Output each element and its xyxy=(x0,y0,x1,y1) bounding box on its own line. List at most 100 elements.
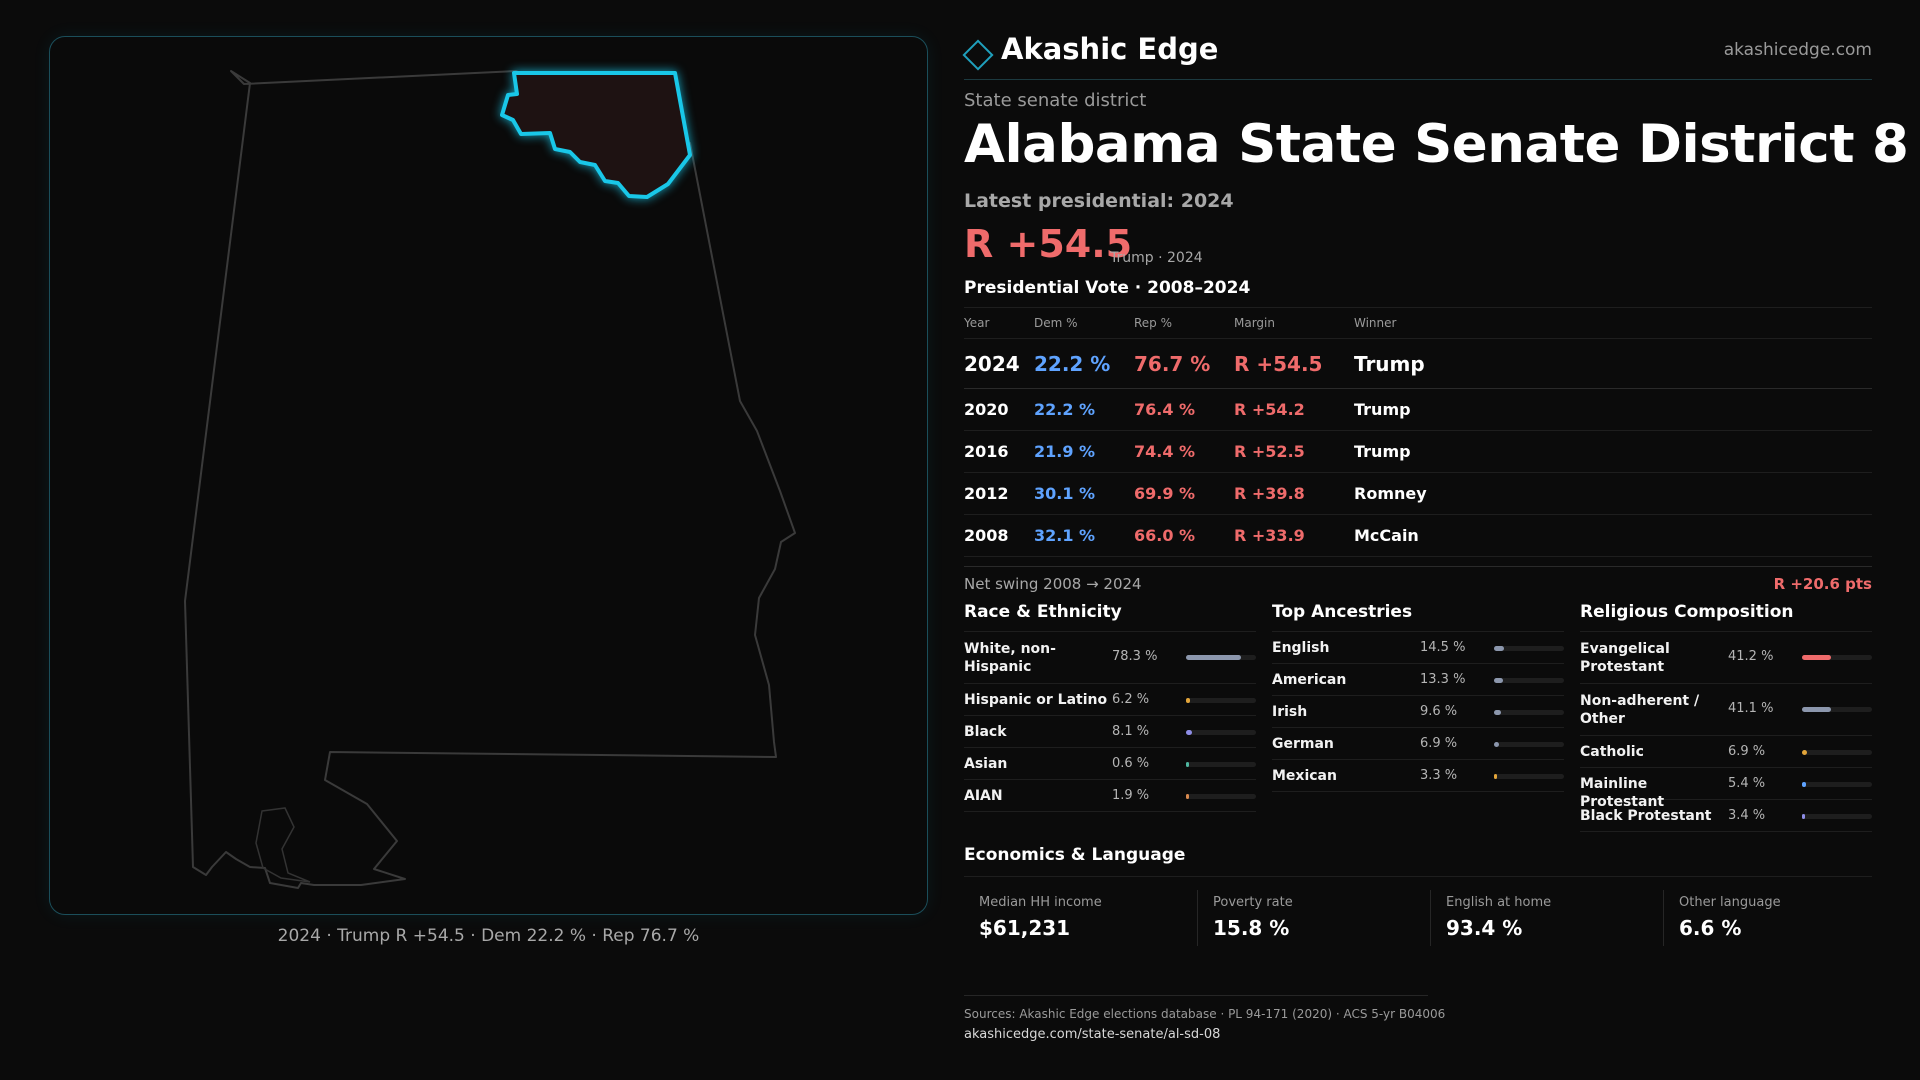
item-value: 8.1 % xyxy=(1112,724,1150,739)
race-ethnicity-title: Race & Ethnicity xyxy=(964,602,1256,632)
cell-rep: 69.9 % xyxy=(1134,484,1196,503)
stat-card-poverty: Poverty rate 15.8 % xyxy=(1197,890,1407,946)
source-url-link[interactable]: akashicedge.com/state-senate/al-sd-08 xyxy=(964,1027,1221,1042)
stat-label: Other language xyxy=(1679,895,1781,910)
stat-label: English at home xyxy=(1446,895,1552,910)
cell-margin: R +54.5 xyxy=(1234,352,1323,376)
district-highlight[interactable] xyxy=(500,71,692,199)
page-title: Alabama State Senate District 8 xyxy=(964,114,1909,175)
cell-year: 2020 xyxy=(964,400,1009,419)
cell-rep: 74.4 % xyxy=(1134,442,1196,461)
item-label: Catholic xyxy=(1580,744,1644,760)
share-bar xyxy=(1186,762,1256,767)
cell-rep: 66.0 % xyxy=(1134,526,1196,545)
list-item: American 13.3 % xyxy=(1272,664,1564,696)
state-outline xyxy=(184,70,796,889)
stat-label: Poverty rate xyxy=(1213,895,1293,910)
footer-divider xyxy=(964,995,1428,996)
share-bar xyxy=(1802,814,1872,819)
cell-margin: R +39.8 xyxy=(1234,484,1305,503)
item-label: Evangelical Protestant xyxy=(1580,641,1670,675)
item-value: 6.9 % xyxy=(1728,744,1766,759)
item-value: 9.6 % xyxy=(1420,704,1458,719)
item-value: 41.2 % xyxy=(1728,649,1774,664)
share-bar-fill xyxy=(1494,742,1499,747)
table-row: 2020 22.2 % 76.4 % R +54.2 Trump xyxy=(964,389,1872,431)
item-label: Non-adherent / Other xyxy=(1580,693,1700,727)
cell-margin: R +54.2 xyxy=(1234,400,1305,419)
race-ethnicity-section: Race & Ethnicity White, non-Hispanic 78.… xyxy=(964,602,1256,812)
net-swing-label: Net swing 2008 → 2024 xyxy=(964,575,1142,593)
share-bar xyxy=(1802,707,1872,712)
table-row: 2024 22.2 % 76.7 % R +54.5 Trump xyxy=(964,339,1872,389)
share-bar-fill xyxy=(1494,678,1503,683)
brand-name: Akashic Edge xyxy=(1001,32,1219,66)
diamond-icon xyxy=(962,39,994,71)
list-item: Mexican 3.3 % xyxy=(1272,760,1564,792)
item-value: 3.4 % xyxy=(1728,808,1766,823)
share-bar xyxy=(1186,730,1256,735)
share-bar xyxy=(1494,710,1564,715)
map-caption: 2024 · Trump R +54.5 · Dem 22.2 % · Rep … xyxy=(277,926,700,946)
share-bar-fill xyxy=(1802,707,1831,712)
table-row: 2008 32.1 % 66.0 % R +33.9 McCain xyxy=(964,515,1872,557)
state-map-svg xyxy=(184,70,796,889)
headline-margin-sub: Trump · 2024 xyxy=(1110,250,1203,266)
share-bar-fill xyxy=(1186,698,1190,703)
column-header-winner: Winner xyxy=(1354,316,1397,330)
stat-card-other-language: Other language 6.6 % xyxy=(1663,890,1873,946)
district-map[interactable] xyxy=(49,36,928,915)
cell-dem: 21.9 % xyxy=(1034,442,1096,461)
list-item: Asian 0.6 % xyxy=(964,748,1256,780)
list-item: German 6.9 % xyxy=(1272,728,1564,760)
share-bar-fill xyxy=(1494,710,1501,715)
list-item: Black 8.1 % xyxy=(964,716,1256,748)
item-value: 6.2 % xyxy=(1112,692,1150,707)
share-bar-fill xyxy=(1494,774,1497,779)
religion-section: Religious Composition Evangelical Protes… xyxy=(1580,602,1872,832)
net-swing-value: R +20.6 pts xyxy=(1773,575,1872,593)
share-bar xyxy=(1186,655,1256,660)
share-bar xyxy=(1802,655,1872,660)
share-bar xyxy=(1494,646,1564,651)
list-item: Mainline Protestant 5.4 % xyxy=(1580,768,1872,810)
headline-margin: R +54.5 xyxy=(964,222,1133,266)
latest-presidential-label: Latest presidential: 2024 xyxy=(964,190,1234,212)
item-value: 3.3 % xyxy=(1420,768,1458,783)
list-item: AIAN 1.9 % xyxy=(964,780,1256,812)
item-value: 5.4 % xyxy=(1728,776,1766,791)
cell-winner: Trump xyxy=(1354,400,1411,419)
cell-dem: 30.1 % xyxy=(1034,484,1096,503)
bay-outline xyxy=(255,807,311,883)
cell-rep: 76.4 % xyxy=(1134,400,1196,419)
table-row: 2012 30.1 % 69.9 % R +39.8 Romney xyxy=(964,473,1872,515)
cell-winner: Trump xyxy=(1354,352,1425,376)
cell-dem: 22.2 % xyxy=(1034,400,1096,419)
share-bar-fill xyxy=(1802,782,1806,787)
list-item: Black Protestant 3.4 % xyxy=(1580,800,1872,832)
item-label: Mainline Protestant xyxy=(1580,776,1665,810)
share-bar-fill xyxy=(1802,814,1805,819)
brand-url[interactable]: akashicedge.com xyxy=(1723,40,1872,60)
list-item: White, non-Hispanic 78.3 % xyxy=(964,632,1256,684)
item-label: White, non-Hispanic xyxy=(964,641,1056,675)
presidential-vote-table: Year Dem % Rep % Margin Winner 2024 22.2… xyxy=(964,307,1872,557)
item-label: Irish xyxy=(1272,704,1308,720)
share-bar-fill xyxy=(1802,750,1807,755)
item-value: 1.9 % xyxy=(1112,788,1150,803)
cell-rep: 76.7 % xyxy=(1134,352,1211,376)
item-label: Hispanic or Latino xyxy=(964,692,1108,708)
list-item: Catholic 6.9 % xyxy=(1580,736,1872,768)
item-label: English xyxy=(1272,640,1330,656)
cell-winner: Trump xyxy=(1354,442,1411,461)
column-header-dem: Dem % xyxy=(1034,316,1078,330)
share-bar xyxy=(1494,742,1564,747)
religion-title: Religious Composition xyxy=(1580,602,1872,632)
item-label: Mexican xyxy=(1272,768,1337,784)
stat-value: $61,231 xyxy=(979,916,1071,940)
cell-dem: 22.2 % xyxy=(1034,352,1111,376)
share-bar xyxy=(1494,678,1564,683)
item-label: Black xyxy=(964,724,1007,740)
stat-value: 15.8 % xyxy=(1213,916,1290,940)
share-bar-fill xyxy=(1186,762,1189,767)
